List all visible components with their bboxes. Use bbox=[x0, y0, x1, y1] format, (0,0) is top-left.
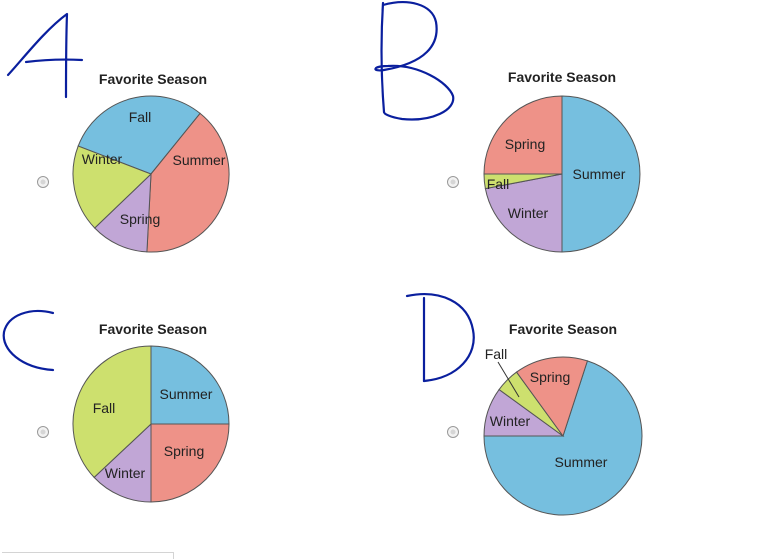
pie-slice-winter bbox=[93, 422, 152, 503]
chart-title: Favorite Season bbox=[99, 71, 207, 87]
pie-slice-winter bbox=[484, 173, 563, 253]
slice-label-winter: Winter bbox=[82, 151, 123, 167]
chart-title: Favorite Season bbox=[509, 321, 617, 337]
pie-slice-fall bbox=[72, 145, 152, 229]
pie-slice-spring bbox=[483, 95, 563, 175]
slice-label-fall: Fall bbox=[485, 346, 508, 362]
slice-label-winter: Winter bbox=[508, 205, 549, 221]
radio-option-b[interactable] bbox=[447, 176, 459, 188]
bottom-panel-edge bbox=[2, 552, 174, 559]
slice-label-winter: Winter bbox=[490, 413, 531, 429]
handwritten-letter-c bbox=[2, 309, 55, 372]
slice-label-summer: Summer bbox=[555, 454, 608, 470]
radio-option-c[interactable] bbox=[37, 426, 49, 438]
pie-slice-summer bbox=[483, 360, 643, 516]
slice-label-fall: Fall bbox=[487, 176, 510, 192]
slice-label-fall: Fall bbox=[93, 400, 116, 416]
pie-chart-c: Favorite Season Summer Spring Winter Fal… bbox=[72, 321, 230, 503]
handwritten-letter-a bbox=[6, 12, 84, 99]
slice-label-spring: Spring bbox=[530, 369, 570, 385]
slice-label-winter: Winter bbox=[105, 465, 146, 481]
pie-chart-a: Favorite Season Summer Spring Winter Fal… bbox=[72, 71, 230, 253]
slice-label-spring: Spring bbox=[164, 443, 204, 459]
pie-slice-summer bbox=[561, 95, 641, 253]
handwritten-letter-b bbox=[374, 1, 455, 121]
radio-option-d[interactable] bbox=[447, 426, 459, 438]
handwritten-letter-d bbox=[405, 293, 475, 383]
pie-slice-summer bbox=[150, 345, 230, 425]
chart-title: Favorite Season bbox=[508, 69, 616, 85]
slice-label-spring: Spring bbox=[505, 136, 545, 152]
pie-slice-spring bbox=[150, 423, 230, 503]
pie-slice-spring bbox=[146, 112, 230, 253]
pie-slice-spring bbox=[515, 356, 589, 438]
pie-chart-b: Favorite Season Summer Winter Fall Sprin… bbox=[483, 69, 641, 253]
slice-label-spring: Spring bbox=[120, 211, 160, 227]
pie-slice-summer bbox=[77, 95, 201, 175]
fall-leader-line bbox=[497, 361, 520, 398]
slice-label-summer: Summer bbox=[160, 386, 213, 402]
pie-slice-fall bbox=[72, 345, 152, 479]
chart-title: Favorite Season bbox=[99, 321, 207, 337]
pie-chart-d: Favorite Season Summer Winter Fall Sprin… bbox=[483, 321, 643, 516]
slice-label-summer: Summer bbox=[573, 166, 626, 182]
slice-label-fall: Fall bbox=[129, 109, 152, 125]
slice-label-summer: Summer bbox=[173, 152, 226, 168]
radio-option-a[interactable] bbox=[37, 176, 49, 188]
